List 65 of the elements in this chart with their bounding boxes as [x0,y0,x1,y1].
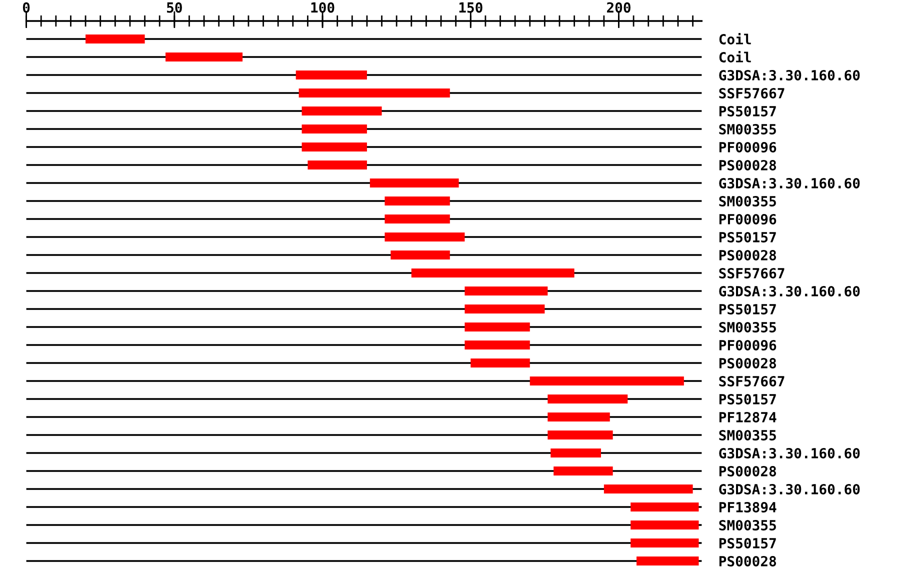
y-tick-label: PS00028 [719,556,776,566]
y-tick-label: PS50157 [719,394,776,404]
y-tick-label: PF12874 [719,412,776,422]
bar [384,214,450,224]
y-tick-label: SM00355 [719,124,776,134]
bar [411,268,574,278]
bar [548,412,610,422]
bar [296,70,367,80]
x-tick-label: 0 [22,2,30,13]
x-tick-label: 50 [167,2,182,13]
bar [630,502,699,512]
y-tick-label: Coil [719,32,751,44]
y-tick-label: G3DSA:3.30.160.60 [719,178,860,188]
y-tick-label: G3DSA:3.30.160.60 [719,70,860,80]
y-tick-label: PS50157 [719,232,776,242]
y-tick-label: PS00028 [719,358,776,368]
y-tick-label: Coil [719,50,751,62]
bar [464,340,530,350]
bar [166,52,243,62]
y-tick-label: SM00355 [719,430,776,440]
y-tick-label: PF00096 [719,214,776,225]
bar [604,484,693,494]
y-tick-label: SSF57667 [719,268,784,278]
bar [636,556,699,566]
bar [554,466,613,476]
bar [630,538,699,548]
y-tick-label: G3DSA:3.30.160.60 [719,286,860,296]
bar [86,34,145,44]
bar [302,142,367,152]
bar [384,232,465,242]
bar [530,376,684,386]
y-tick-label: SM00355 [719,322,776,332]
bar [630,520,699,530]
bar [370,178,459,188]
bar [464,322,530,332]
bar [464,286,548,296]
bar [470,358,530,368]
y-tick-label: SSF57667 [719,376,784,386]
y-tick-label: PS50157 [719,538,776,548]
y-tick-label: PS50157 [719,304,776,314]
bar [390,250,450,260]
x-tick-label: 200 [606,2,630,13]
y-tick-label: PF00096 [719,142,776,153]
x-tick-label: 150 [459,2,482,13]
x-tick-label: 100 [311,2,334,13]
y-tick-label: SSF57667 [719,88,784,98]
bar [550,448,601,458]
y-tick-label: PF00096 [719,340,776,351]
y-tick-label: SM00355 [719,520,776,530]
y-tick-label: PS50157 [719,106,776,116]
y-tick-label: G3DSA:3.30.160.60 [719,448,860,458]
bar [308,160,367,170]
bar [384,196,450,206]
y-tick-label: PF13894 [719,502,776,513]
y-tick-label: PS00028 [719,466,776,476]
y-tick-label: G3DSA:3.30.160.60 [719,484,860,494]
bar [548,430,613,440]
y-tick-label: PS00028 [719,160,776,170]
bar [302,106,382,116]
y-tick-label: SM00355 [719,196,776,206]
y-tick-label: PS00028 [719,250,776,260]
bar [298,88,450,98]
bar [464,304,545,314]
bar [548,394,628,404]
bar [302,124,367,134]
